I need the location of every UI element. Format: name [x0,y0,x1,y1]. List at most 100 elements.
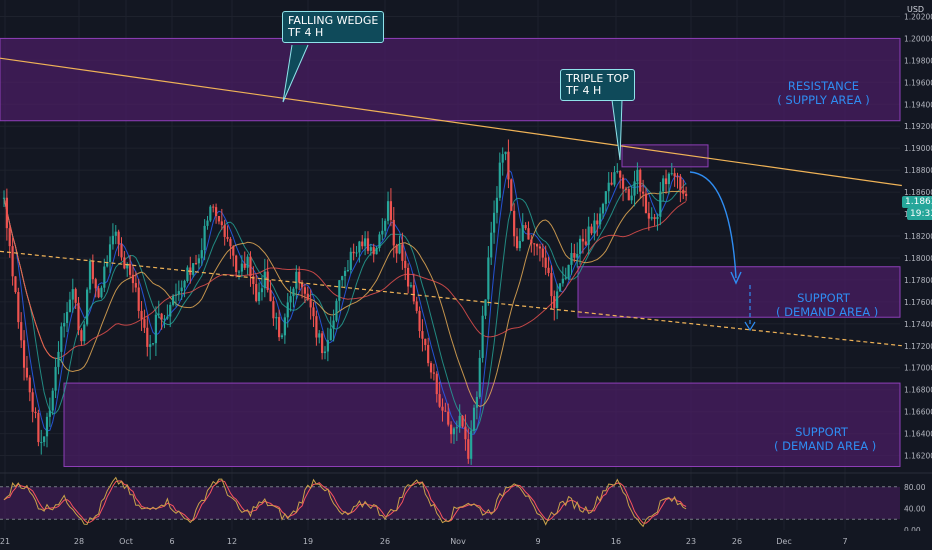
candle-body [621,177,625,189]
candle-body [593,220,596,234]
candle-body [630,195,633,201]
candle-body [535,244,539,247]
candle-body [524,225,527,229]
candle-body [576,253,579,258]
oscillator-tick: 80.00 [904,483,926,492]
candle-body [358,241,361,253]
candle-body [570,253,573,265]
price-tick: 1.16200 [904,452,932,461]
candle-body [335,300,338,321]
candle-body [407,267,410,287]
candle-body [527,228,530,240]
candle-body [217,215,221,222]
candle-body [71,289,74,300]
falling-wedge-callout[interactable]: FALLING WEDGE TF 4 H [282,11,385,43]
candle-body [341,276,344,281]
candle-body [194,263,198,265]
candle-body [475,396,478,408]
support-lower-label: SUPPORT ( DEMAND AREA ) [774,425,876,453]
oscillator-tick: 40.00 [904,504,926,513]
candle-body [404,260,407,268]
candle-body [386,201,390,221]
candle-body [137,287,140,311]
moving-average-80 [3,197,687,360]
candle-body [472,407,476,431]
candle-body [470,430,473,459]
candle-body [670,173,673,175]
candle-body [596,220,599,225]
moving-average-10 [3,169,687,435]
candle-body [25,367,29,378]
candle-body [269,290,272,302]
candle-body [452,428,456,435]
candle-body [77,302,80,331]
candle-body [57,351,60,367]
candle-body [143,319,146,328]
candle-body [243,263,246,268]
candle-body [530,239,533,244]
time-tick: 26 [380,537,390,546]
candle-body [129,263,132,275]
candle-body [538,246,542,249]
candle-body [51,390,54,411]
candle-body [676,176,679,178]
candle-body [355,252,358,254]
candle-body [114,231,117,236]
resistance-label: RESISTANCE ( SUPPLY AREA ) [777,79,870,107]
candle-body [48,410,51,417]
price-axis[interactable]: 1.20200 1.20000 1.19800 1.19600 1.19400 1.192… [904,12,932,535]
candle-body [318,333,321,338]
candle-body [289,296,292,303]
candle-body [366,238,370,251]
candle-body [418,310,421,332]
candle-body [103,266,106,288]
candle-body [607,182,610,192]
candle-body [507,151,510,180]
candle-body [212,206,215,208]
time-tick: 6 [169,537,174,546]
candle-body [553,296,556,308]
candle-body [432,372,435,374]
candle-body [177,291,180,295]
candle-body [11,246,14,277]
candle-body [303,287,307,294]
candle-body [200,250,203,259]
candle-body [40,442,43,444]
candle-body [8,228,11,247]
candle-body [171,295,175,305]
candle-body [45,416,49,437]
candle-body [369,247,372,251]
candle-body [192,263,195,275]
time-tick: 12 [227,537,237,546]
time-tick: 19 [303,537,313,546]
candle-body [667,173,671,185]
candle-body [501,154,504,163]
time-axis[interactable]: 21 28 Oct 6 12 19 26 Nov 9 16 23 26 Dec 7 [0,531,932,550]
triple-top-pointer [611,99,623,161]
price-tick: 1.18800 [904,166,932,175]
triple-top-callout[interactable]: TRIPLE TOP TF 4 H [560,69,635,101]
time-tick: 16 [611,537,621,546]
candle-body [100,287,103,298]
price-tick: 1.17800 [904,276,932,285]
candle-body [349,251,352,270]
candle-body [68,299,72,312]
candle-body [438,394,441,407]
candle-body [151,343,155,345]
candle-body [610,182,613,185]
candle-body [306,293,309,300]
candle-body [490,232,493,258]
oscillator-pane [0,472,932,528]
candle-body [80,330,83,342]
candle-body [108,244,112,262]
candle-body [206,220,209,226]
candle-body [604,191,607,204]
candle-body [186,267,189,281]
candle-body [412,285,415,302]
time-tick: 26 [732,537,742,546]
candle-body [381,230,384,235]
candle-body [163,318,166,320]
candle-body [260,288,264,293]
candle-body [286,302,289,318]
